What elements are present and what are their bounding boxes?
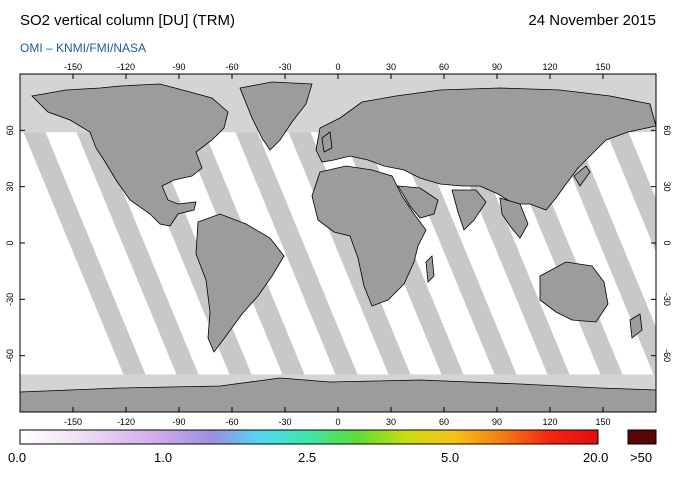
lon-tick-label: 90 [492, 62, 502, 72]
lat-tick-label: 0 [5, 240, 15, 245]
lon-tick-label: -90 [172, 62, 185, 72]
lon-tick-label: -60 [225, 417, 238, 427]
lat-tick-label: 30 [662, 182, 672, 192]
lon-tick-label: -120 [117, 417, 135, 427]
map-credit: OMI – KNMI/FMI/NASA [20, 41, 147, 55]
land-africa [311, 165, 427, 307]
land-se-asia [499, 197, 529, 239]
colorbar-label-1: 1.0 [154, 450, 173, 465]
swath-11 [606, 132, 656, 253]
colorbar-label-5: >50 [630, 450, 653, 465]
lon-tick-label: -120 [117, 62, 135, 72]
colorbar-label-2: 2.5 [298, 450, 317, 465]
swath-0 [23, 132, 146, 375]
map-date: 24 November 2015 [528, 12, 656, 29]
lon-tick-label: -90 [172, 417, 185, 427]
lon-tick-label: 150 [595, 62, 610, 72]
lon-tick-label: 0 [335, 417, 340, 427]
lon-tick-label: -150 [64, 62, 82, 72]
lon-tick-label: 120 [542, 417, 557, 427]
lat-tick-label: 60 [5, 125, 15, 135]
lat-tick-label: 60 [662, 125, 672, 135]
land-new-zealand [629, 313, 643, 339]
swath-1 [76, 132, 199, 375]
colorbar-label-4: 20.0 [583, 450, 609, 465]
colorbar-label-3: 5.0 [441, 450, 460, 465]
colorbar-label-0: 0.0 [8, 450, 27, 465]
land-australia [539, 261, 609, 323]
land-antarctica [20, 377, 656, 412]
lat-tick-label: -30 [662, 293, 672, 306]
lat-tick-label: -30 [5, 293, 15, 306]
land-north-america [31, 83, 229, 227]
land-greenland [239, 81, 313, 151]
swath-10 [553, 132, 656, 375]
lon-tick-label: -30 [278, 62, 291, 72]
colorbar [19, 429, 599, 445]
lon-tick-label: 30 [386, 62, 396, 72]
land-india [451, 189, 487, 231]
lat-tick-label: -60 [662, 349, 672, 362]
lon-tick-label: -30 [278, 417, 291, 427]
lon-tick-label: 60 [439, 417, 449, 427]
lon-tick-label: -150 [64, 417, 82, 427]
lon-tick-label: 60 [439, 62, 449, 72]
lat-tick-label: -60 [5, 349, 15, 362]
land-madagascar [425, 255, 435, 283]
continents [20, 81, 656, 412]
map-title: SO2 vertical column [DU] (TRM) [20, 12, 236, 29]
lat-tick-label: 0 [662, 240, 672, 245]
lon-tick-label: -60 [225, 62, 238, 72]
lon-tick-label: 30 [386, 417, 396, 427]
colorbar-overflow-swatch [627, 429, 657, 445]
lon-tick-label: 0 [335, 62, 340, 72]
land-japan [573, 165, 591, 187]
swath-4 [235, 132, 358, 375]
land-arabia [397, 185, 439, 219]
land-uk [321, 131, 333, 153]
land-eurasia [315, 87, 656, 211]
land-south-america [195, 213, 285, 353]
lat-tick-label: 30 [5, 182, 15, 192]
lon-tick-label: 150 [595, 417, 610, 427]
lon-tick-label: 120 [542, 62, 557, 72]
map-axis-ticks: -150 -150 -120 -120 -90 -90 -60 -60 -30 -30 0 0 30 30… [5, 62, 672, 427]
lon-tick-label: 90 [492, 417, 502, 427]
